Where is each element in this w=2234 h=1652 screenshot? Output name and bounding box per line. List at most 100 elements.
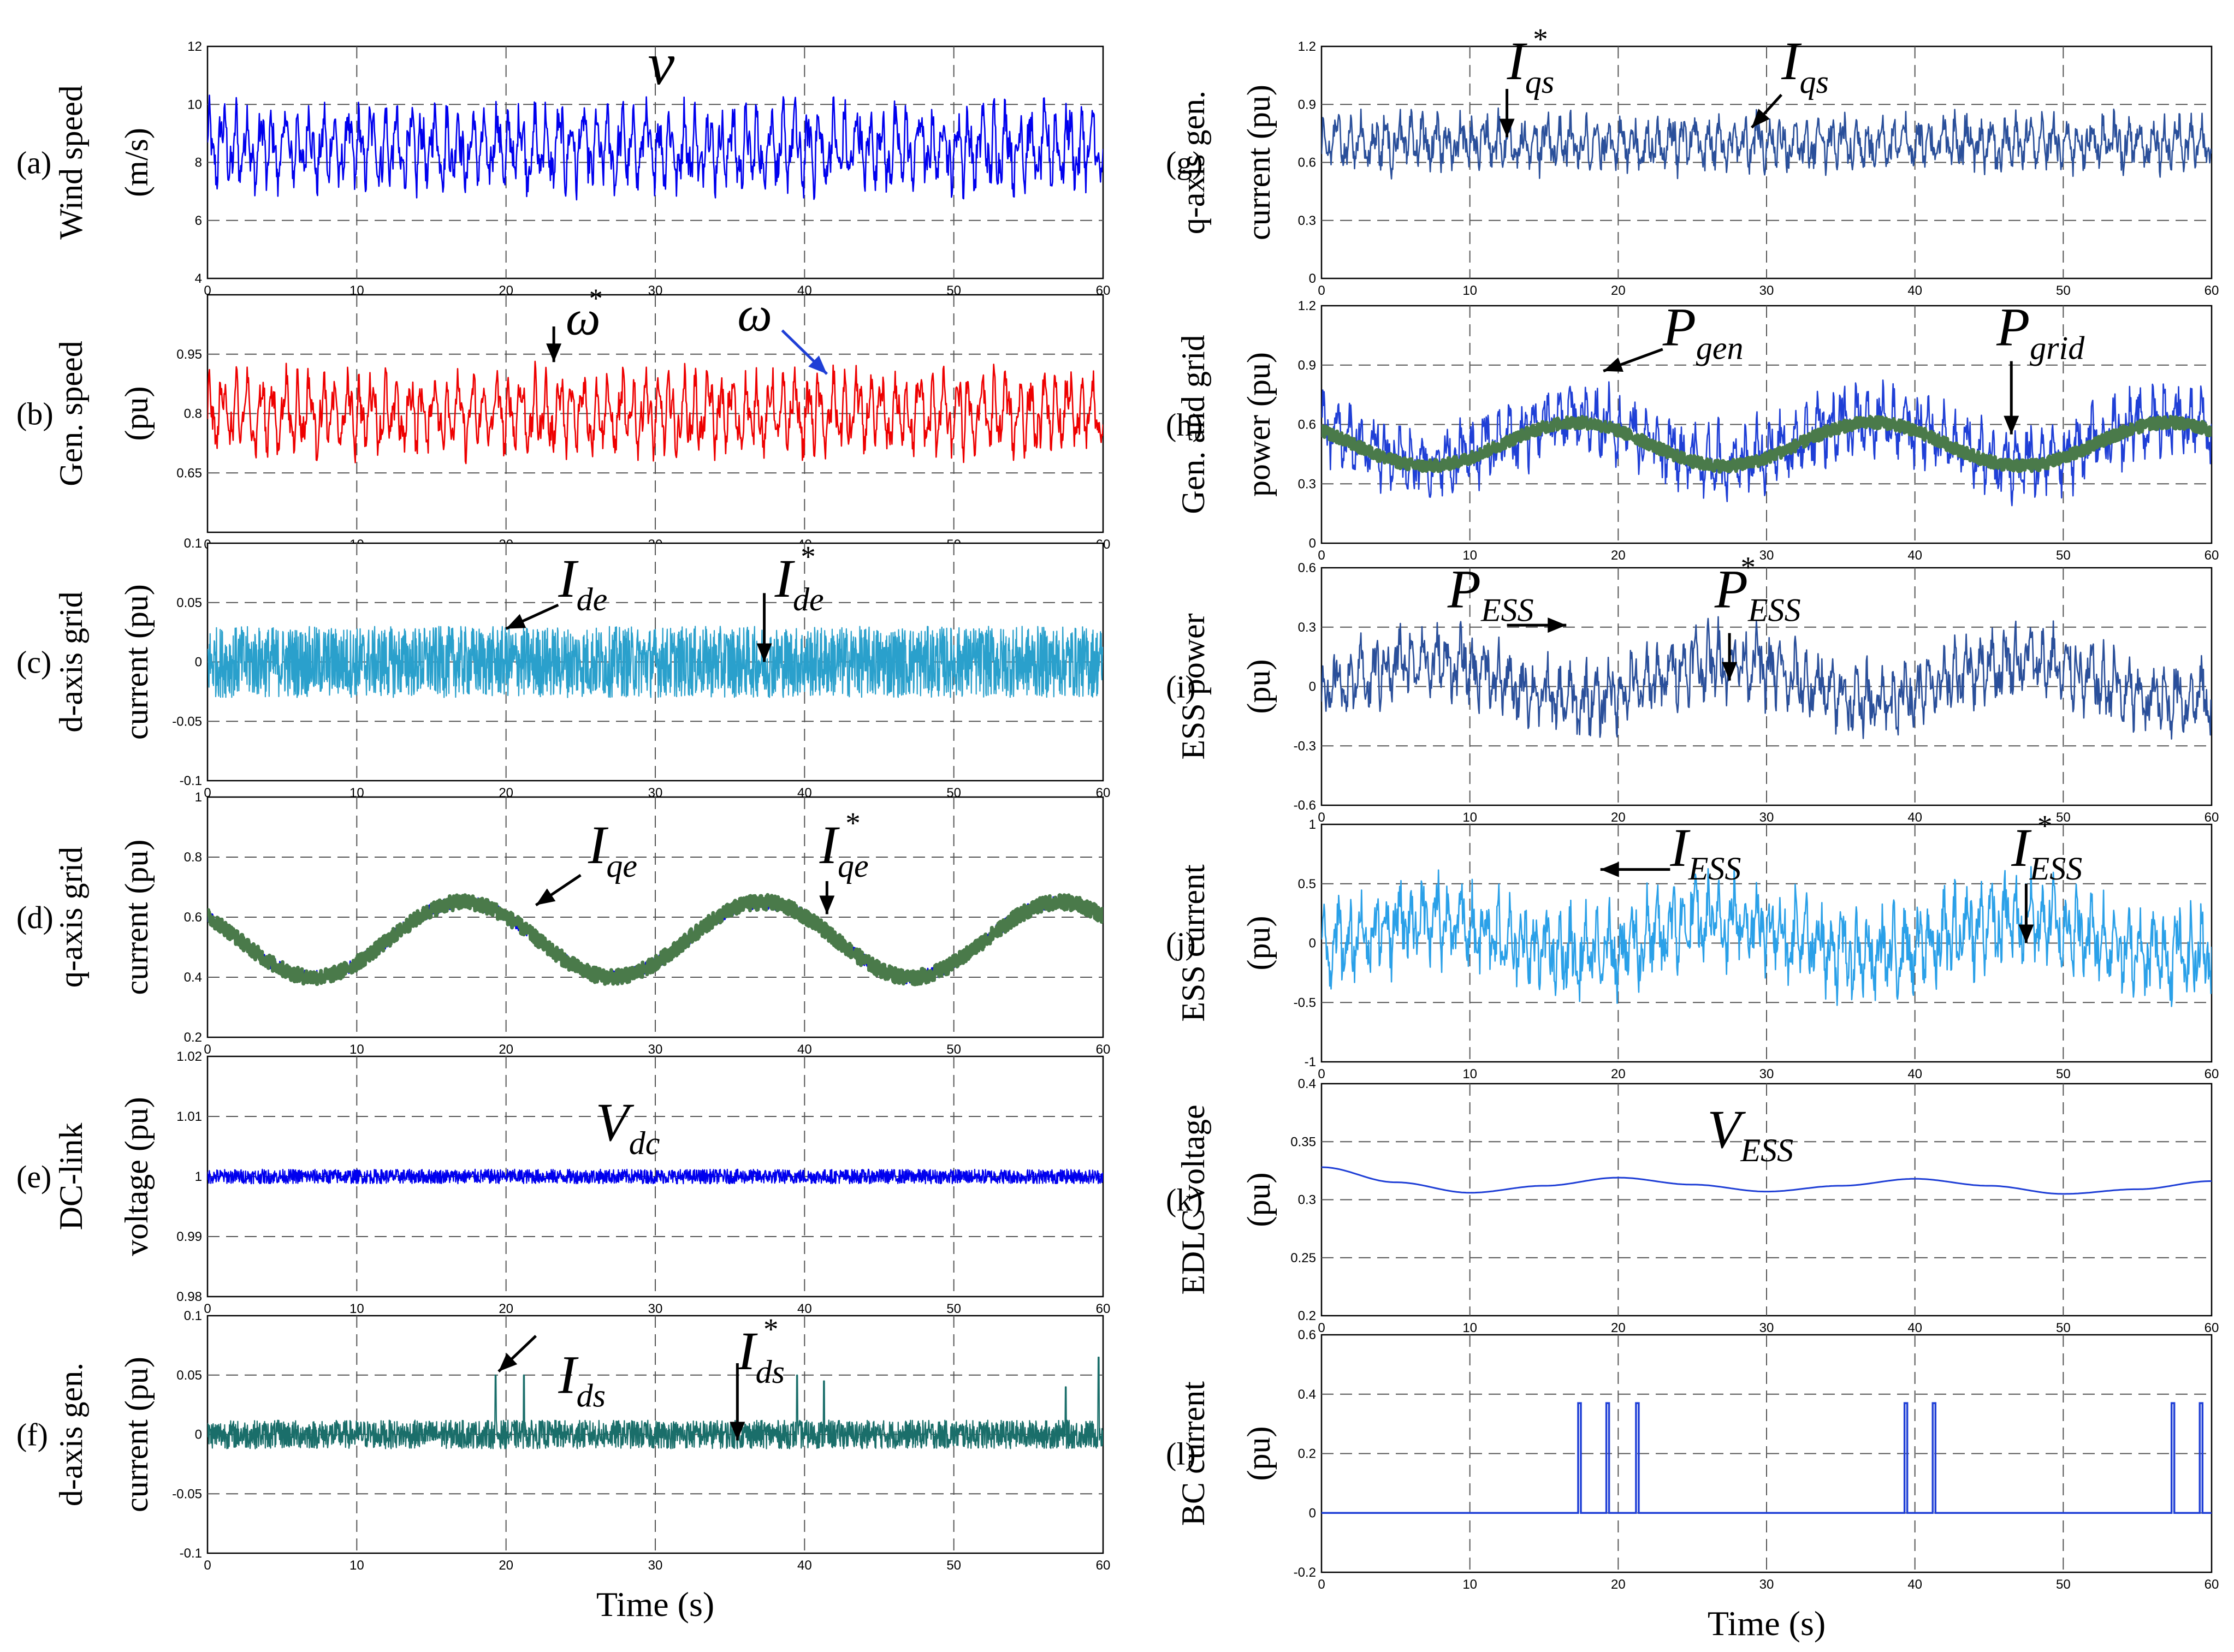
xtick-label-j: 40 xyxy=(1907,1067,1922,1081)
ytick-label-l: 0.6 xyxy=(1298,1328,1316,1342)
annotation-symbol: ω xyxy=(737,287,772,341)
xtick-label-e: 30 xyxy=(648,1302,663,1316)
ytick-label-d: 1 xyxy=(195,790,202,805)
ylabel-c: d-axis grid xyxy=(53,591,89,732)
ytick-label-j: -0.5 xyxy=(1294,995,1316,1010)
annotation-symbol: I xyxy=(2011,817,2032,878)
annotation-Iqs: Iqs xyxy=(1750,31,1829,129)
xtick-label-k: 20 xyxy=(1611,1321,1626,1335)
ylabel-g: q-axis gen. xyxy=(1175,91,1211,234)
ytick-label-d: 0.2 xyxy=(184,1030,202,1045)
ytick-label-k: 0.2 xyxy=(1298,1309,1316,1323)
xtick-label-k: 10 xyxy=(1462,1321,1477,1335)
series-group-i xyxy=(1322,616,2212,740)
ytick-label-f: 0 xyxy=(195,1428,202,1442)
xtick-label-d: 0 xyxy=(204,1042,211,1057)
annotation-Ids: Ids xyxy=(497,1335,606,1413)
xtick-label-l: 30 xyxy=(1759,1577,1774,1592)
annotation-text: Vdc xyxy=(596,1092,660,1161)
ytick-label-e: 0.99 xyxy=(176,1229,202,1244)
ylabel-l: (pu) xyxy=(1241,1427,1277,1481)
annotation-text: Ide xyxy=(774,548,824,617)
series-line-V_ESS xyxy=(1322,1166,2212,1195)
annotation-text: Iqs xyxy=(1781,31,1829,100)
series-line-I_qs xyxy=(1322,107,2212,180)
xtick-label-k: 30 xyxy=(1759,1321,1774,1335)
xtick-label-f: 10 xyxy=(349,1558,364,1573)
annotation-subscript: de xyxy=(577,581,608,617)
annotation-Pgrid: Pgrid xyxy=(1996,297,2085,435)
annotation-text: Iqs xyxy=(1507,31,1555,100)
annotation-Iqe-ref: Iqe* xyxy=(819,806,869,914)
xtick-label-e: 50 xyxy=(946,1302,961,1316)
xtick-label-d: 10 xyxy=(349,1042,364,1057)
panel-g: 0 0.3 0.6 0.9 1.2 0 10 20 30 40 50 60 (g)q-axis gen.… xyxy=(1166,22,2219,298)
annotation-text: Ide xyxy=(558,548,607,617)
xtick-label-g: 50 xyxy=(2056,283,2071,298)
annotation-subscript: ESS xyxy=(1480,592,1534,628)
panel-label-g: (g) xyxy=(1166,145,1203,181)
ytick-label-l: 0.2 xyxy=(1298,1447,1316,1461)
xtick-label-g: 60 xyxy=(2205,283,2219,298)
xtick-label-d: 60 xyxy=(1096,1042,1111,1057)
ytick-label-h: 0.9 xyxy=(1298,358,1316,373)
xtick-label-g: 20 xyxy=(1611,283,1626,298)
panel-i: -0.6-0.300.30.60 10 20 30 40 50 60(i)ESS power… xyxy=(1166,551,2219,825)
xtick-label-d: 50 xyxy=(946,1042,961,1057)
ytick-label-c: -0.1 xyxy=(180,774,202,788)
annotation-arrow-head xyxy=(2018,924,2034,943)
xtick-label-g: 0 xyxy=(1318,283,1325,298)
ytick-label-h: 0.6 xyxy=(1298,418,1316,432)
annotation-symbol: I xyxy=(1507,31,1528,91)
panel-l: -0.200.20.40.60 10 20 30 40 50 60(l)BC current… xyxy=(1166,1328,2219,1643)
xaxis-title-l: Time (s) xyxy=(1708,1604,1826,1643)
series-line-I_ds xyxy=(208,1357,1103,1449)
ylabel-c: current (pu) xyxy=(118,584,155,740)
xtick-label-l: 40 xyxy=(1907,1577,1922,1592)
xtick-label-h: 40 xyxy=(1907,548,1922,563)
annotation-text: Pgen xyxy=(1662,297,1744,366)
ylabel-k: EDLC voltage xyxy=(1175,1104,1211,1294)
ylabel-d: current (pu) xyxy=(118,840,155,995)
panel-j: -1-0.500.510 10 20 30 40 50 60(j)ESS current (p… xyxy=(1166,809,2219,1081)
annotation-subscript: grid xyxy=(2030,330,2085,366)
series-group-f xyxy=(208,1357,1103,1449)
ytick-label-h: 0.3 xyxy=(1298,477,1316,491)
annotation-PESS-ref: PESS* xyxy=(1714,551,1801,681)
annotation-subscript: ds xyxy=(756,1354,785,1390)
xtick-label-l: 10 xyxy=(1462,1577,1477,1592)
series-group-j xyxy=(1322,866,2212,1007)
annotation-text: Pgrid xyxy=(1996,297,2085,366)
ytick-label-i: 0.6 xyxy=(1298,561,1316,575)
ylabel-b: (pu) xyxy=(118,387,155,441)
xtick-label-h: 0 xyxy=(1318,548,1325,563)
ylabel-a: Wind speed xyxy=(53,85,89,240)
annotation-subscript: de xyxy=(793,581,824,617)
xtick-label-g: 10 xyxy=(1462,283,1477,298)
xtick-label-f: 20 xyxy=(499,1558,513,1573)
xtick-label-j: 30 xyxy=(1759,1067,1774,1081)
annotation-Ide: Ide xyxy=(505,548,607,630)
series-group-a xyxy=(208,94,1103,201)
xtick-label-i: 0 xyxy=(1318,810,1325,825)
xtick-label-f: 40 xyxy=(797,1558,812,1573)
xtick-label-e: 10 xyxy=(349,1302,364,1316)
annotation-symbol: ω xyxy=(566,292,601,346)
xtick-label-f: 60 xyxy=(1096,1558,1111,1573)
ytick-label-l: 0 xyxy=(1309,1506,1316,1520)
ytick-label-a: 8 xyxy=(195,156,202,170)
annotation-subscript: qe xyxy=(606,848,637,884)
annotation-symbol: I xyxy=(558,1344,579,1405)
ytick-label-g: 0.6 xyxy=(1298,156,1316,170)
ytick-label-d: 0.4 xyxy=(184,970,202,985)
annotation-symbol: V xyxy=(596,1092,635,1152)
series-group-k xyxy=(1322,1166,2212,1195)
ytick-label-f: -0.05 xyxy=(172,1487,202,1501)
ylabel-l: BC current xyxy=(1175,1381,1211,1526)
annotation-superscript: * xyxy=(1739,551,1755,584)
series-line-P_ESS xyxy=(1322,616,2212,740)
series-group-h xyxy=(1322,379,2212,507)
series-line-I_ESS xyxy=(1322,866,2212,1007)
